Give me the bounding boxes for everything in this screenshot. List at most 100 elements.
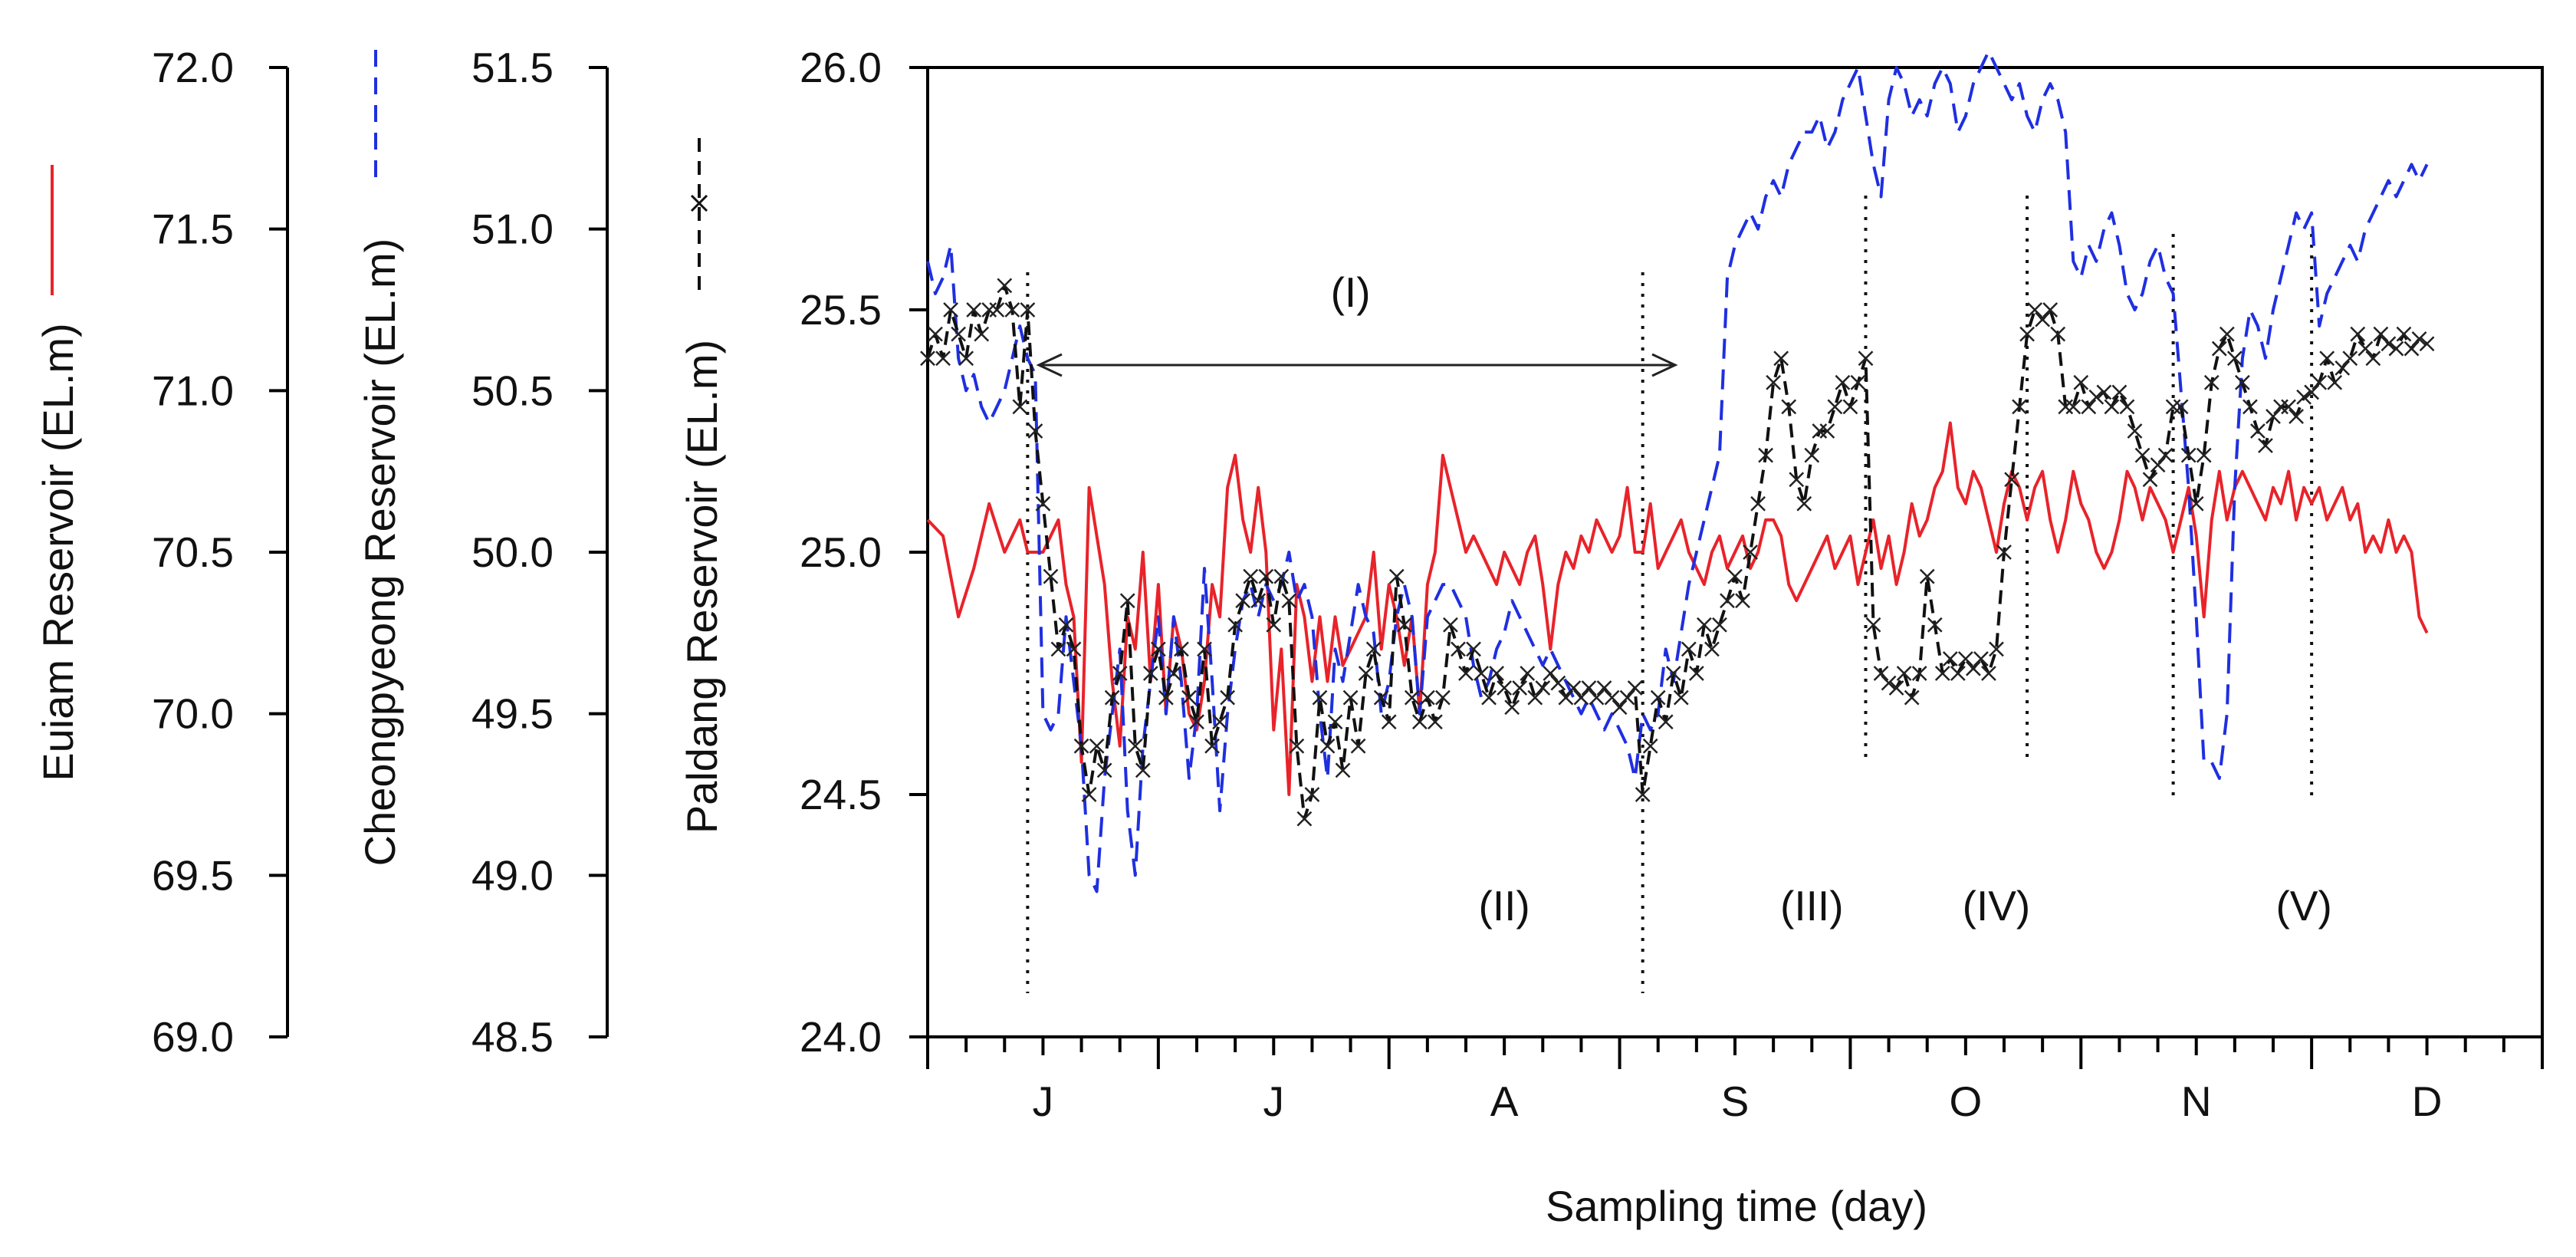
series-point-paldang <box>2173 399 2189 415</box>
series-point-paldang <box>1181 689 1197 706</box>
series-point-paldang <box>1073 738 1089 754</box>
series-point-paldang <box>1504 699 1520 716</box>
series-point-paldang <box>1266 617 1282 633</box>
paldang-axis-title: Paldang Reservoir (EL.m) <box>678 340 726 834</box>
series-point-paldang <box>1858 350 1874 367</box>
y-tick-label: 50.0 <box>472 528 554 576</box>
y-tick-label: 70.0 <box>152 690 234 738</box>
series-point-paldang <box>2042 302 2058 318</box>
series-point-paldang <box>920 350 935 367</box>
series-point-paldang <box>1758 447 1773 463</box>
series-point-paldang <box>2273 399 2288 415</box>
series-point-paldang <box>1727 568 1743 584</box>
period-label: (I) <box>1331 268 1371 316</box>
series-point-paldang <box>1512 680 1528 696</box>
series-point-paldang <box>1957 651 1973 666</box>
series-point-paldang <box>966 302 982 318</box>
month-label: S <box>1721 1078 1750 1125</box>
series-point-paldang <box>1365 641 1382 657</box>
series-point-paldang <box>958 350 974 367</box>
series-point-paldang <box>1312 689 1328 706</box>
series-point-paldang <box>1743 545 1758 560</box>
series-point-paldang <box>1273 568 1290 584</box>
series-point-paldang <box>1096 762 1112 778</box>
series-point-paldang <box>1789 472 1805 488</box>
series-point-paldang <box>1881 675 1897 691</box>
series-point-paldang <box>1704 641 1720 657</box>
series-point-paldang <box>1627 680 1643 696</box>
series-point-paldang <box>2250 423 2266 439</box>
series-point-paldang <box>928 326 943 342</box>
series-point-paldang <box>2235 374 2250 390</box>
series-point-paldang <box>2226 350 2242 367</box>
series-point-paldang <box>2096 384 2112 400</box>
series-point-paldang <box>2419 336 2435 352</box>
series-point-paldang <box>1396 617 1412 633</box>
series-point-paldang <box>2165 399 2181 415</box>
series-point-paldang <box>1435 689 1451 706</box>
series-point-paldang <box>1166 666 1181 681</box>
y-tick-label: 70.5 <box>152 528 234 576</box>
series-point-paldang <box>1550 675 1566 691</box>
series-point-paldang <box>2242 399 2258 415</box>
y-tick-label: 25.5 <box>800 286 882 334</box>
series-point-paldang <box>2019 326 2035 342</box>
series-point-paldang <box>2180 447 2196 463</box>
series-point-paldang <box>1865 617 1881 633</box>
series-point-paldang <box>1681 641 1697 657</box>
series-point-paldang <box>1919 568 1935 584</box>
series-point-paldang <box>1089 738 1105 754</box>
series-point-paldang <box>1250 593 1267 609</box>
series-point-paldang <box>1996 545 2012 560</box>
period-one-arrow <box>1036 353 1678 377</box>
y-tick-label: 49.0 <box>472 851 554 899</box>
series-point-paldang <box>1174 641 1189 657</box>
series-point-paldang <box>1350 738 1366 754</box>
y-tick-label: 26.0 <box>800 44 882 91</box>
series-point-paldang <box>974 326 990 342</box>
series-point-paldang <box>951 326 966 342</box>
series-point-paldang <box>1058 617 1074 633</box>
series-point-paldang <box>1942 651 1958 666</box>
series-point-paldang <box>1573 689 1589 706</box>
series-point-paldang <box>1796 495 1812 512</box>
series-point-paldang <box>2134 447 2150 463</box>
month-label: A <box>1490 1078 1519 1125</box>
series-point-paldang <box>2073 374 2089 390</box>
series-point-paldang <box>1712 617 1727 633</box>
series-point-paldang <box>1289 738 1305 754</box>
cheongpyeong-axis: Cheongpyeong Reservoir (EL.m) 48.5 49.0 49… <box>356 44 609 1061</box>
series-point-paldang <box>2142 472 2158 488</box>
series-point-paldang <box>1458 666 1474 681</box>
series-point-paldang <box>1827 399 1843 415</box>
period-label: (IV) <box>1963 882 2031 930</box>
series-point-paldang <box>2281 399 2296 415</box>
period-dividers <box>1026 196 2314 993</box>
series-point-paldang <box>1543 666 1559 681</box>
euiam-axis: Euiam Reservoir (EL.m) 69.0 69.5 70.0 70.5 7… <box>34 44 289 1061</box>
y-tick-label: 24.5 <box>800 771 882 818</box>
series-point-paldang <box>2058 399 2074 415</box>
series-point-paldang <box>1697 617 1712 633</box>
series-point-paldang <box>1012 399 1028 415</box>
series-line-paldang <box>926 284 2428 821</box>
series-point-paldang <box>1112 666 1128 681</box>
series-point-paldang <box>1158 689 1174 706</box>
series-point-paldang <box>1227 617 1244 633</box>
series-point-paldang <box>2127 423 2143 439</box>
series-point-paldang <box>935 350 951 367</box>
series-point-paldang <box>1411 714 1428 730</box>
series-point-paldang <box>1281 593 1297 609</box>
series-point-paldang <box>1388 568 1405 584</box>
series-point-paldang <box>1104 689 1120 706</box>
series-point-paldang <box>1888 680 1904 696</box>
cheongpyeong-axis-title: Cheongpyeong Reservoir (EL.m) <box>356 239 404 867</box>
series-point-paldang <box>2035 311 2051 327</box>
series-point-paldang <box>1235 593 1251 609</box>
series-point-paldang <box>1750 495 1766 512</box>
series-point-paldang <box>2388 341 2404 357</box>
series-point-paldang <box>2203 374 2220 390</box>
series-point-paldang <box>1819 423 1835 439</box>
y-tick-label: 24.0 <box>800 1013 882 1061</box>
